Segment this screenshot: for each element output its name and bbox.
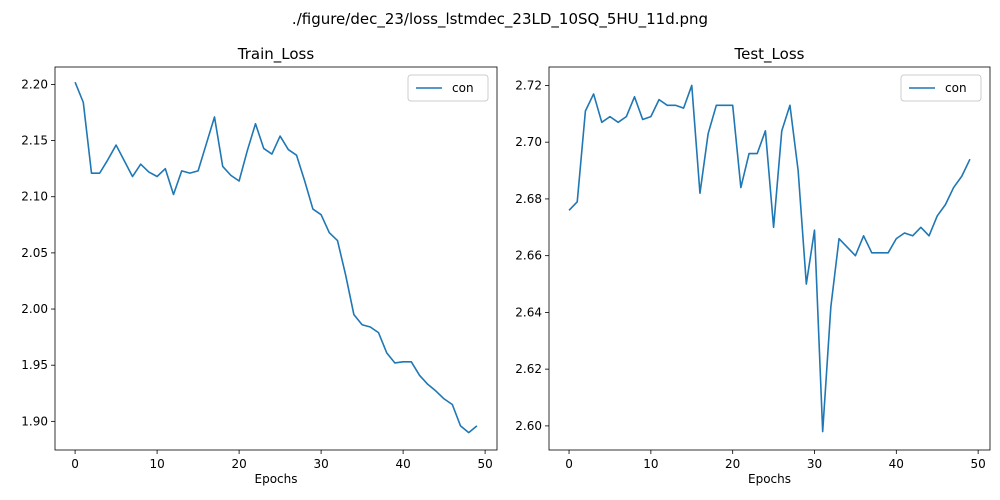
x-tick-label: 40 bbox=[889, 457, 904, 471]
y-tick-label: 2.10 bbox=[21, 190, 48, 204]
legend-label: con bbox=[452, 81, 474, 95]
x-tick-label: 10 bbox=[643, 457, 658, 471]
legend-box bbox=[900, 74, 982, 102]
x-axis-label: Epochs bbox=[748, 472, 791, 486]
x-tick-label: 20 bbox=[725, 457, 740, 471]
y-tick-label: 2.70 bbox=[515, 135, 542, 149]
legend-label: con bbox=[945, 81, 967, 95]
y-tick-label: 2.05 bbox=[21, 246, 48, 260]
x-tick-label: 0 bbox=[565, 457, 573, 471]
x-tick-label: 20 bbox=[231, 457, 246, 471]
x-tick-label: 50 bbox=[970, 457, 985, 471]
y-tick-label: 2.64 bbox=[515, 305, 542, 319]
y-tick-label: 2.60 bbox=[515, 419, 542, 433]
x-axis-label: Epochs bbox=[255, 472, 298, 486]
y-tick-label: 2.00 bbox=[21, 302, 48, 316]
legend-box bbox=[407, 74, 489, 102]
series-line-con bbox=[568, 84, 971, 433]
x-tick-label: 0 bbox=[71, 457, 79, 471]
y-tick-label: 1.90 bbox=[21, 414, 48, 428]
subplot-2: Test_Loss 0 10 20 30 40 50 2.60 2.62 2.64 2.66 2.68… bbox=[515, 45, 991, 486]
y-tick-label: 2.68 bbox=[515, 192, 542, 206]
series-line-con bbox=[74, 81, 478, 434]
x-tick-label: 50 bbox=[477, 457, 492, 471]
y-tick-label: 2.72 bbox=[515, 78, 542, 92]
x-tick-label: 10 bbox=[149, 457, 164, 471]
y-tick-label: 1.95 bbox=[21, 358, 48, 372]
y-tick-label: 2.62 bbox=[515, 362, 542, 376]
subplot-1: Train_Loss 0 10 20 30 40 50 1.90 1.95 2.00 2.05 2.1… bbox=[21, 45, 498, 486]
legend: con bbox=[407, 74, 489, 102]
y-tick-label: 2.66 bbox=[515, 249, 542, 263]
y-tick-label: 2.15 bbox=[21, 134, 48, 148]
x-tick-label: 30 bbox=[807, 457, 822, 471]
axes-frame bbox=[548, 66, 991, 451]
figure-suptitle: ./figure/dec_23/loss_lstmdec_23LD_10SQ_5… bbox=[292, 10, 708, 29]
y-tick-label: 2.20 bbox=[21, 77, 48, 91]
x-tick-label: 40 bbox=[395, 457, 410, 471]
subplot-title: Test_Loss bbox=[734, 45, 805, 64]
subplot-title: Train_Loss bbox=[237, 45, 315, 64]
axes-frame bbox=[54, 66, 498, 451]
plots-group: Train_Loss 0 10 20 30 40 50 1.90 1.95 2.00 2.05 2.1… bbox=[21, 45, 991, 486]
x-tick-label: 30 bbox=[313, 457, 328, 471]
legend: con bbox=[900, 74, 982, 102]
